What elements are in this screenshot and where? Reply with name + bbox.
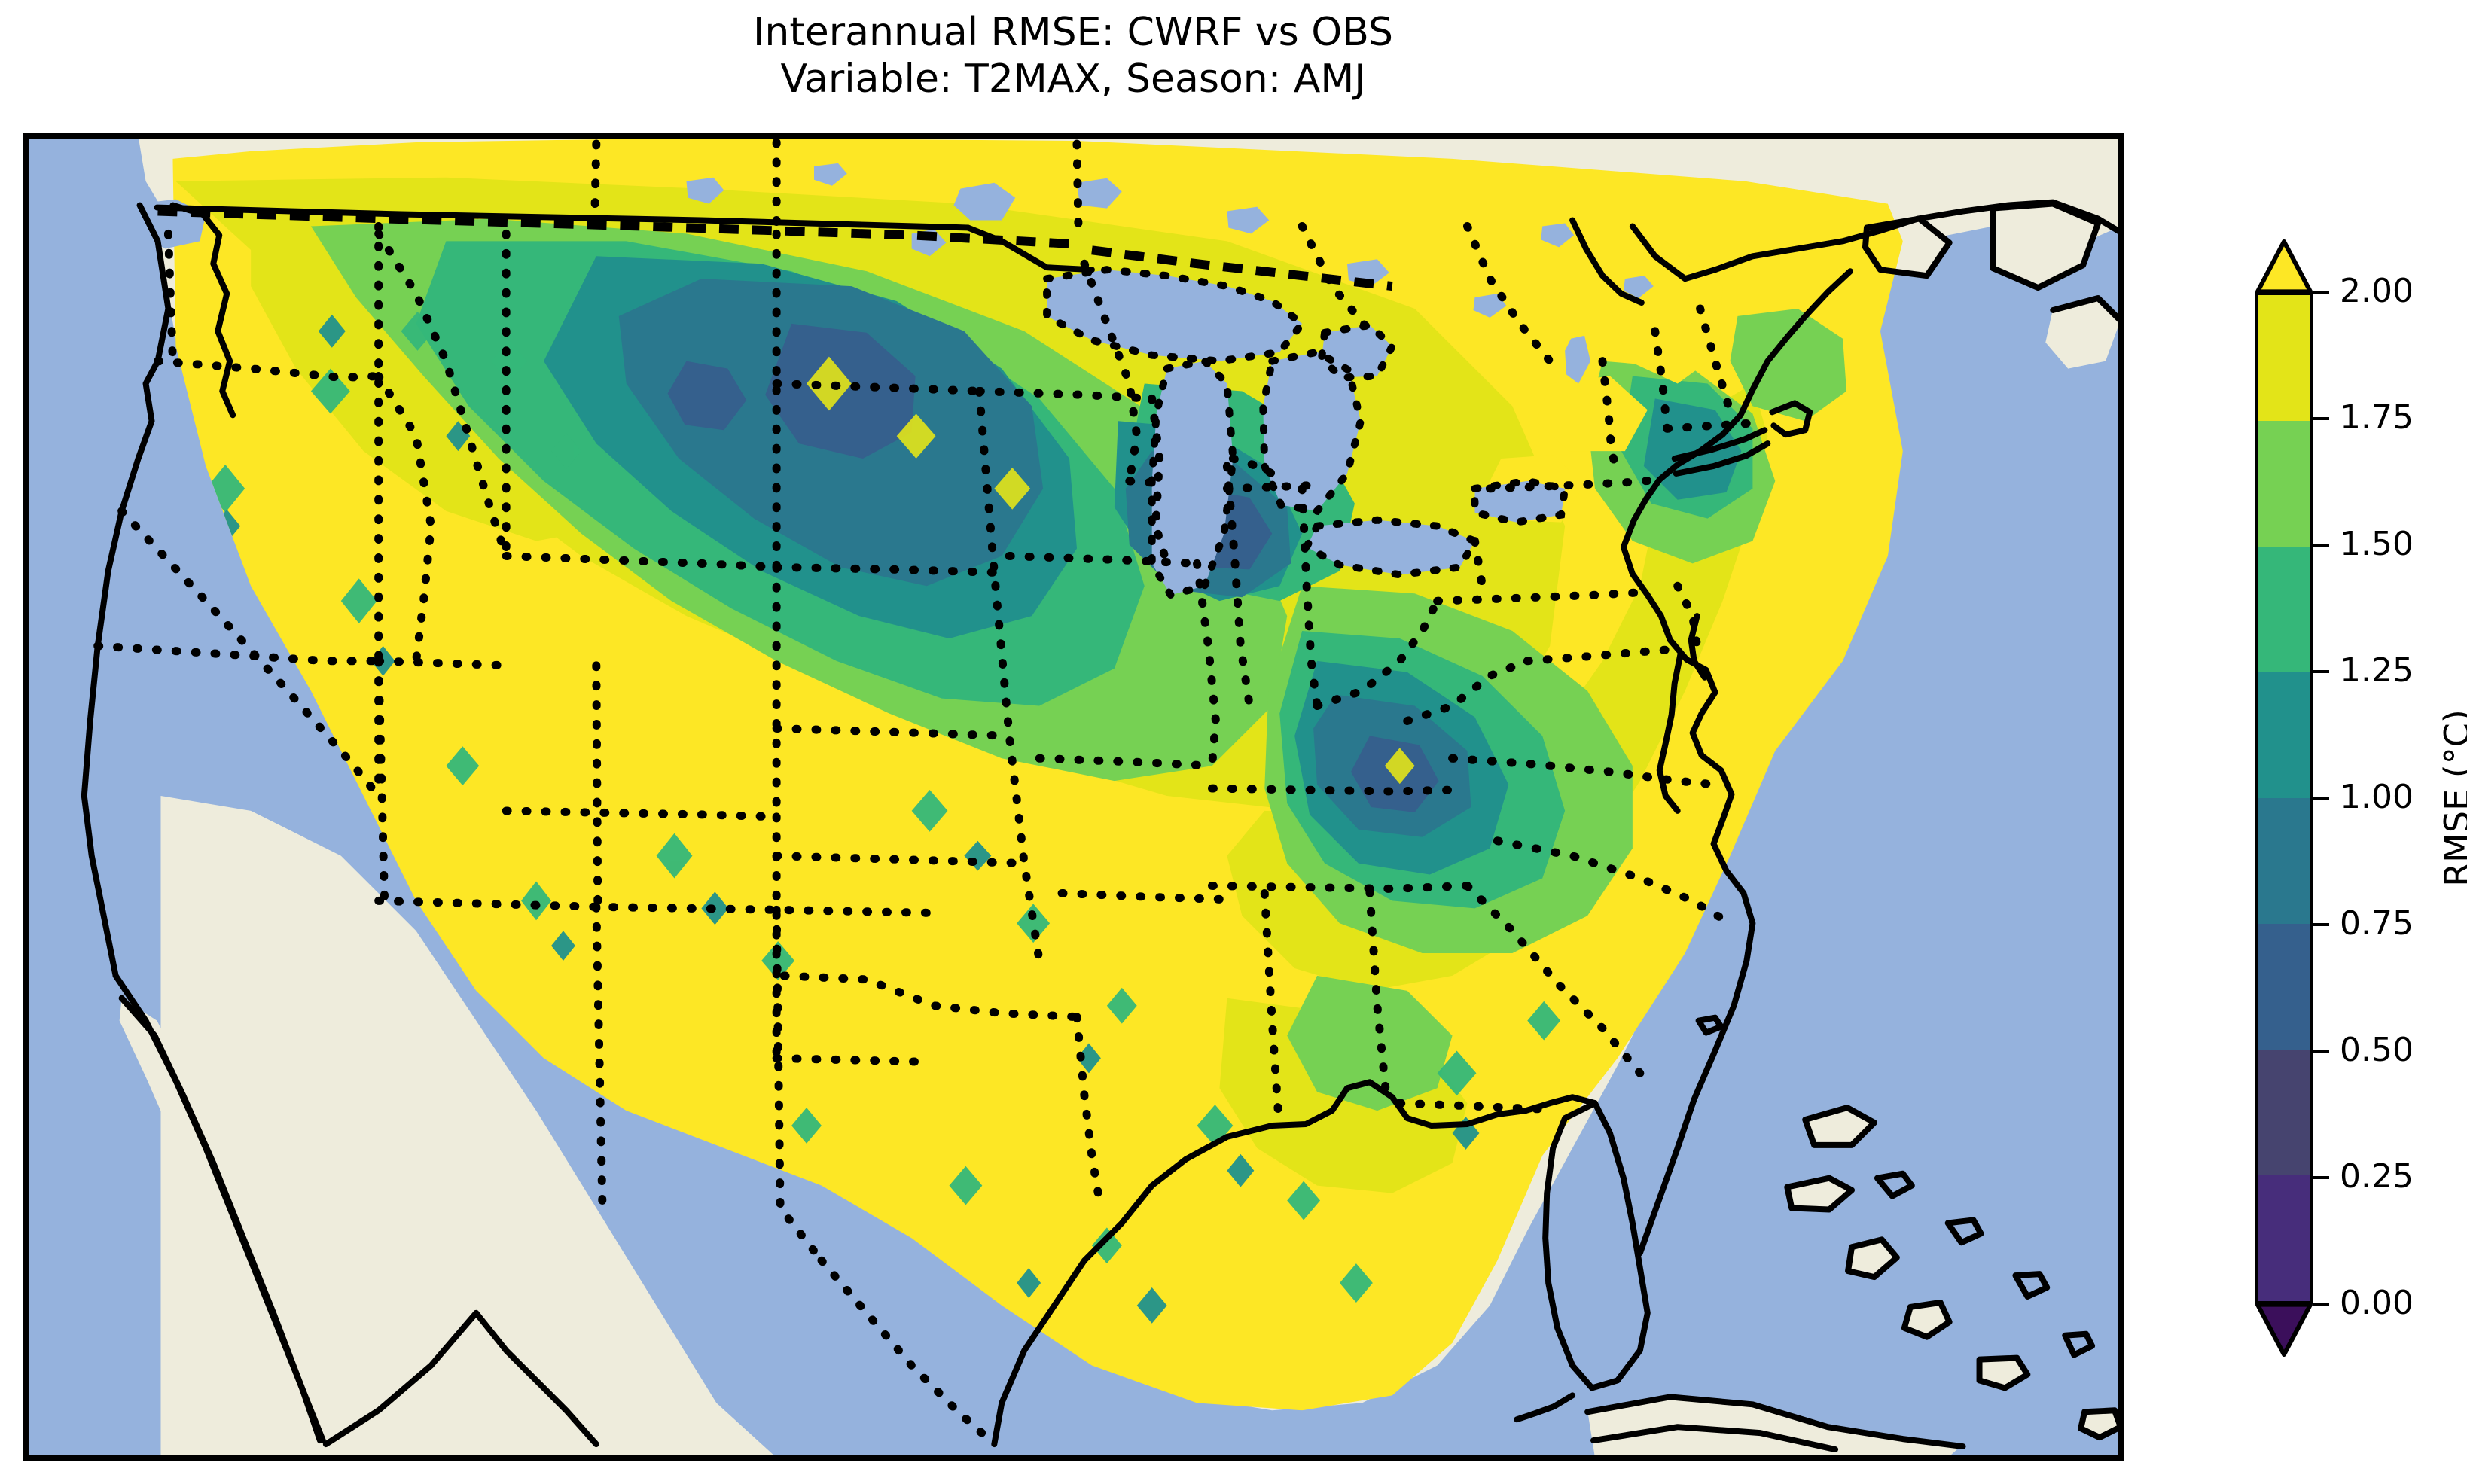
colorbar-ticks: 2.00 1.75 1.50 1.25 1.00 0.75 0.50 0.25 0.00 <box>2313 275 2463 1320</box>
lake-shoreline-layer <box>1043 266 1569 600</box>
colorbar-tick-label: 0.50 <box>2340 1031 2414 1069</box>
colorbar-gradient[interactable] <box>2255 292 2313 1304</box>
colorbar-tick-mark <box>2313 797 2329 800</box>
colorbar-segment <box>2258 547 2310 672</box>
title-line-2: Variable: T2MAX, Season: AMJ <box>780 56 1366 102</box>
colorbar-tick-mark <box>2313 544 2329 547</box>
colorbar-tick-mark <box>2313 1176 2329 1179</box>
colorbar-tick-label: 1.00 <box>2340 778 2414 816</box>
colorbar-tick-mark <box>2313 923 2329 926</box>
colorbar-tick-label: 0.75 <box>2340 904 2414 943</box>
colorbar-segment <box>2258 295 2310 421</box>
colorbar-tick-label: 2.00 <box>2340 272 2414 310</box>
colorbar-tick-label: 0.00 <box>2340 1284 2414 1322</box>
title-line-1: Interannual RMSE: CWRF vs OBS <box>753 10 1393 55</box>
colorbar-tick-mark <box>2313 670 2329 673</box>
page-title: Interannual RMSE: CWRF vs OBS Variable: … <box>0 0 2146 103</box>
model-domain-edge <box>157 206 1393 291</box>
colorbar-tick-mark <box>2313 1303 2329 1306</box>
colorbar-tick-label: 0.25 <box>2340 1157 2414 1196</box>
colorbar-segment <box>2258 1175 2310 1301</box>
colorbar-under-arrow <box>2255 1303 2313 1357</box>
colorbar-tick-mark <box>2313 1050 2329 1053</box>
colorbar-tick-label: 1.25 <box>2340 651 2414 690</box>
colorbar-segment <box>2258 672 2310 798</box>
colorbar[interactable]: 2.00 1.75 1.50 1.25 1.00 0.75 0.50 0.25 0.00 RMS… <box>2255 226 2467 1370</box>
colorbar-segment <box>2258 421 2310 547</box>
colorbar-axis-label: RMSE (°C) <box>2435 226 2467 1370</box>
map-plot-axes[interactable] <box>23 133 2124 1461</box>
state-borders-layer[interactable] <box>93 138 1764 1449</box>
colorbar-segment <box>2258 798 2310 924</box>
colorbar-tick-label: 1.75 <box>2340 398 2414 437</box>
colorbar-axis-label-text: RMSE (°C) <box>2437 709 2467 887</box>
colorbar-tick-mark <box>2313 291 2329 294</box>
conus-rmse-map <box>26 136 2121 1458</box>
colorbar-over-arrow <box>2255 239 2313 294</box>
colorbar-segment <box>2258 924 2310 1050</box>
colorbar-tick-mark <box>2313 417 2329 420</box>
colorbar-segment <box>2258 1050 2310 1175</box>
colorbar-tick-label: 1.50 <box>2340 525 2414 563</box>
